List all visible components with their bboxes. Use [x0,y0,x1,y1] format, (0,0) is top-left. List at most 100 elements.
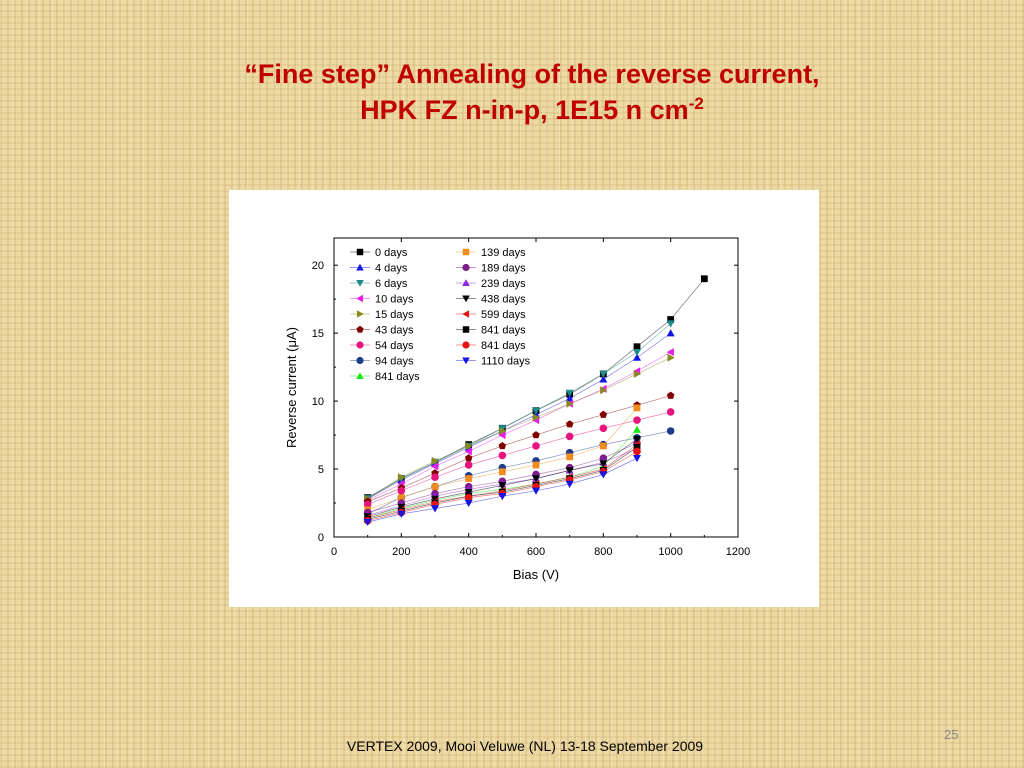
x-axis-label: Bias (V) [513,567,559,582]
data-point-s2-4 [498,425,507,433]
data-point-s2-5 [532,407,540,415]
data-point-s3-9 [666,348,674,357]
legend-marker [356,263,364,271]
legend-label: 189 days [481,263,526,275]
y-tick-label: 20 [312,260,324,272]
data-point-s4-4 [499,426,507,435]
x-tick-label: 600 [527,546,545,558]
legend-item: 43 days [350,325,414,337]
series-line-4 [367,357,671,500]
x-tick-label: 800 [594,546,612,558]
data-point-s6-3 [464,461,473,469]
data-point-s10-7 [599,454,608,462]
legend-label: 1110 days [481,356,531,368]
data-point-s6-1 [397,486,406,495]
legend-marker [356,310,364,318]
data-point-s9-1 [397,494,405,501]
data-point-s2-7 [599,370,608,378]
data-point-s4-2 [431,456,439,465]
chart-panel: 0 days 4 days 6 days 10 days 15 days 43 days 5… [229,190,819,607]
y-tick-label: 5 [318,464,324,476]
legend-item: 10 days [350,294,414,306]
y-tick-label: 15 [312,328,324,340]
data-point-s6-8 [633,416,641,424]
data-point-s4-7 [600,386,608,395]
data-point-s1-6 [565,394,574,402]
legend-item: 139 days [456,247,526,259]
page-number: 25 [944,727,959,742]
data-point-s5-9 [666,391,675,399]
data-point-s0-9 [667,316,675,323]
legend-item: 54 days [350,340,414,352]
legend-marker [462,310,470,318]
data-point-s16-6 [565,480,574,488]
data-point-s12-4 [498,482,507,490]
data-point-s2-9 [666,320,675,328]
data-point-s4-1 [398,473,406,482]
legend-label: 599 days [481,309,526,321]
data-point-s4-6 [566,399,574,408]
legend-item: 841 days [456,325,526,337]
data-point-s6-0 [363,500,372,509]
legend-label: 10 days [375,294,414,306]
data-point-s5-7 [599,410,608,418]
data-point-s12-3 [464,488,473,497]
legend-marker [356,325,364,333]
legend-marker [356,248,364,256]
legend-marker [356,294,364,303]
data-point-s9-3 [465,475,473,482]
x-tick-label: 200 [392,546,410,558]
data-point-s9-6 [566,453,574,461]
data-point-s16-8 [633,454,641,463]
data-point-s2-8 [633,348,641,357]
data-point-s16-2 [431,505,439,513]
legend-item: 6 days [350,278,408,290]
data-point-s4-5 [532,413,540,422]
series-line-5 [367,395,671,503]
series-line-1 [367,332,671,500]
legend-label: 841 days [375,371,420,383]
series-12 [363,435,641,521]
legend-item: 239 days [456,278,526,290]
data-point-s9-8 [633,404,641,412]
data-point-s5-5 [532,431,540,439]
x-tick-label: 1200 [726,546,750,558]
x-tick-label: 0 [331,546,337,558]
y-axis-label: Reverse current (μA) [284,327,299,448]
data-point-s16-0 [363,518,372,527]
data-point-s15-8 [633,447,641,456]
data-point-s1-9 [666,329,675,337]
data-point-s8-8 [633,425,641,433]
slide-title: “Fine step” Annealing of the reverse cur… [0,56,1024,128]
legend-marker [462,326,470,333]
legend-item: 4 days [350,263,408,275]
data-point-s9-7 [599,442,607,450]
series-6 [363,408,675,509]
series-line-7 [367,430,671,515]
slide-title-line-2-text: HPK FZ n-in-p, 1E15 n cm [360,95,689,125]
legend-label: 6 days [375,278,408,290]
data-point-s5-3 [464,454,473,462]
data-point-s12-7 [599,460,608,468]
data-point-s7-9 [666,427,675,435]
legend-label: 438 days [481,294,526,306]
data-point-s6-7 [599,424,608,433]
data-point-s6-2 [431,473,439,482]
data-point-s12-2 [431,495,439,503]
slide-title-line-1: “Fine step” Annealing of the reverse cur… [244,59,820,89]
legend-label: 94 days [375,356,414,368]
data-point-s3-4 [498,431,506,440]
slide-title-exponent: -2 [688,94,704,113]
legend-marker [462,357,470,365]
legend-label: 139 days [481,247,526,259]
legend-label: 841 days [481,340,526,352]
legend-item: 841 days [350,371,420,383]
legend-item: 599 days [456,309,526,321]
legend-label: 4 days [375,263,408,275]
data-point-s1-8 [633,353,641,361]
legend-item: 0 days [350,247,408,259]
series-16 [363,454,641,527]
data-point-s12-6 [565,467,574,475]
data-point-s16-3 [464,499,473,508]
data-point-s3-3 [464,447,472,456]
